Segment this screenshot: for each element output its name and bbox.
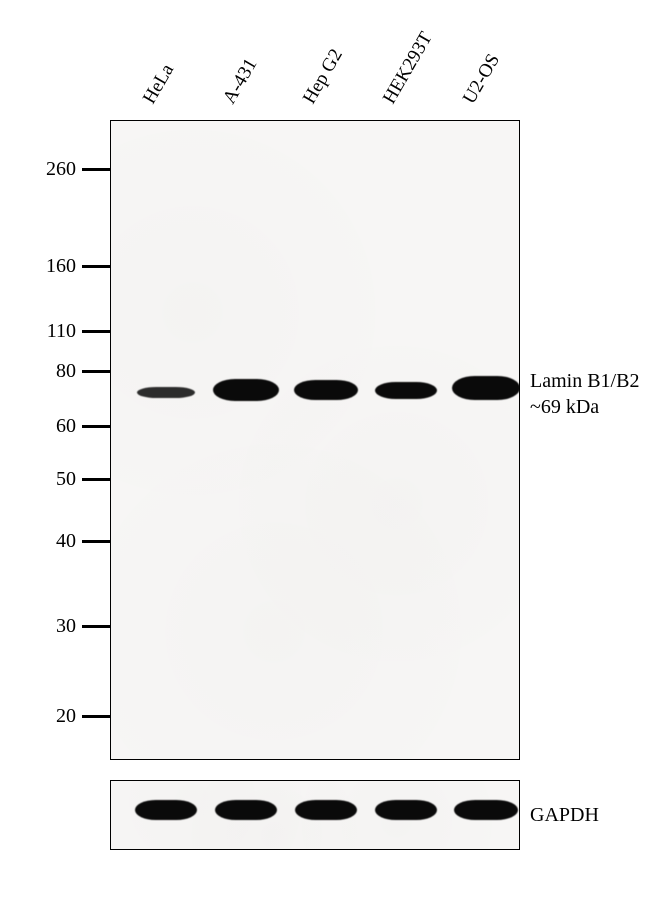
lane-label-hek293t: HEK293T (379, 28, 438, 108)
lane-label-hepg2: Hep G2 (299, 45, 348, 108)
mw-value: 50 (56, 468, 76, 491)
mw-marker: 20 (10, 705, 110, 728)
loading-blot-panel (110, 780, 520, 850)
target-label-line2: ~69 kDa (530, 394, 599, 420)
loading-label: GAPDH (530, 802, 599, 828)
mw-tick (82, 370, 110, 373)
mw-marker: 160 (10, 255, 110, 278)
blot-background (111, 121, 519, 759)
band-lamin-hela (137, 387, 195, 398)
mw-tick (82, 265, 110, 268)
lane-label-a431: A-431 (219, 55, 262, 108)
main-blot-panel (110, 120, 520, 760)
lane-labels-group: HeLa A-431 Hep G2 HEK293T U2-OS (110, 10, 520, 120)
mw-value: 110 (47, 320, 76, 343)
lane-label-u2os: U2-OS (459, 50, 505, 108)
band-lamin-a431 (213, 379, 279, 401)
mw-value: 80 (56, 360, 76, 383)
mw-value: 40 (56, 530, 76, 553)
mw-tick (82, 625, 110, 628)
mw-tick (82, 540, 110, 543)
band-gapdh-u2os (454, 800, 518, 820)
band-lamin-hek293t (375, 382, 437, 399)
mw-marker: 110 (10, 320, 110, 343)
mw-value: 160 (46, 255, 76, 278)
mw-value: 30 (56, 615, 76, 638)
mw-tick (82, 330, 110, 333)
mw-value: 260 (46, 158, 76, 181)
target-label-line1: Lamin B1/B2 (530, 368, 639, 394)
mw-tick (82, 715, 110, 718)
mw-tick (82, 478, 110, 481)
mw-marker: 50 (10, 468, 110, 491)
band-gapdh-hela (135, 800, 197, 820)
lane-label-hela: HeLa (139, 60, 179, 108)
band-gapdh-a431 (215, 800, 277, 820)
band-gapdh-hepg2 (295, 800, 357, 820)
mw-marker: 80 (10, 360, 110, 383)
mw-tick (82, 168, 110, 171)
mw-marker: 60 (10, 415, 110, 438)
mw-marker: 30 (10, 615, 110, 638)
mw-tick (82, 425, 110, 428)
band-gapdh-hek293t (375, 800, 437, 820)
mw-value: 20 (56, 705, 76, 728)
western-blot-figure: HeLa A-431 Hep G2 HEK293T U2-OS 260 160 … (10, 10, 640, 910)
band-lamin-hepg2 (294, 380, 358, 400)
band-lamin-u2os (452, 376, 520, 400)
mw-marker: 260 (10, 158, 110, 181)
mw-value: 60 (56, 415, 76, 438)
mw-marker: 40 (10, 530, 110, 553)
